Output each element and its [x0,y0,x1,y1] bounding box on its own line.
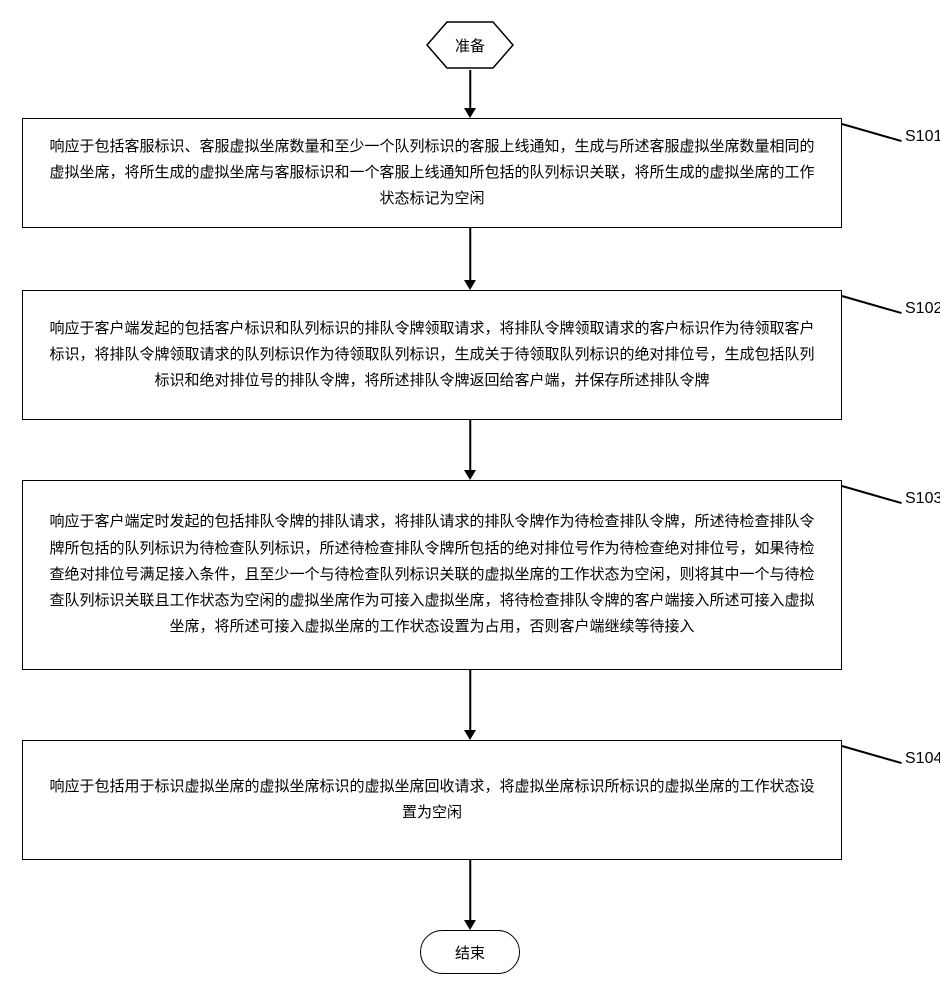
process-s103-text: 响应于客户端定时发起的包括排队令牌的排队请求，将排队请求的排队令牌作为待检查排队… [47,509,817,640]
label-line-s103 [842,485,902,504]
step-label-s101: S101 [905,128,940,146]
connector-2 [469,228,471,280]
process-s104: 响应于包括用于标识虚拟坐席的虚拟坐席标识的虚拟坐席回收请求，将虚拟坐席标识所标识… [22,740,842,860]
arrow-3 [464,470,476,480]
arrow-4 [464,730,476,740]
process-s103: 响应于客户端定时发起的包括排队令牌的排队请求，将排队请求的排队令牌作为待检查排队… [22,480,842,670]
end-terminator: 结束 [420,930,520,974]
connector-1 [469,70,471,108]
arrow-2 [464,280,476,290]
step-label-s104: S104 [905,750,940,768]
step-label-s103: S103 [905,490,940,508]
label-line-s104 [842,745,902,764]
label-line-s101 [842,123,902,142]
connector-4 [469,670,471,730]
process-s102: 响应于客户端发起的包括客户标识和队列标识的排队令牌领取请求，将排队令牌领取请求的… [22,290,842,420]
arrow-1 [464,108,476,118]
flowchart-container: 准备 响应于包括客服标识、客服虚拟坐席数量和至少一个队列标识的客服上线通知，生成… [0,0,940,1000]
process-s102-text: 响应于客户端发起的包括客户标识和队列标识的排队令牌领取请求，将排队令牌领取请求的… [47,316,817,395]
connector-3 [469,420,471,470]
step-label-s102: S102 [905,300,940,318]
connector-5 [469,860,471,920]
process-s101: 响应于包括客服标识、客服虚拟坐席数量和至少一个队列标识的客服上线通知，生成与所述… [22,118,842,228]
start-label: 准备 [425,20,515,70]
label-line-s102 [842,295,902,314]
end-label: 结束 [455,942,485,963]
process-s101-text: 响应于包括客服标识、客服虚拟坐席数量和至少一个队列标识的客服上线通知，生成与所述… [47,134,817,213]
process-s104-text: 响应于包括用于标识虚拟坐席的虚拟坐席标识的虚拟坐席回收请求，将虚拟坐席标识所标识… [47,774,817,827]
arrow-5 [464,920,476,930]
